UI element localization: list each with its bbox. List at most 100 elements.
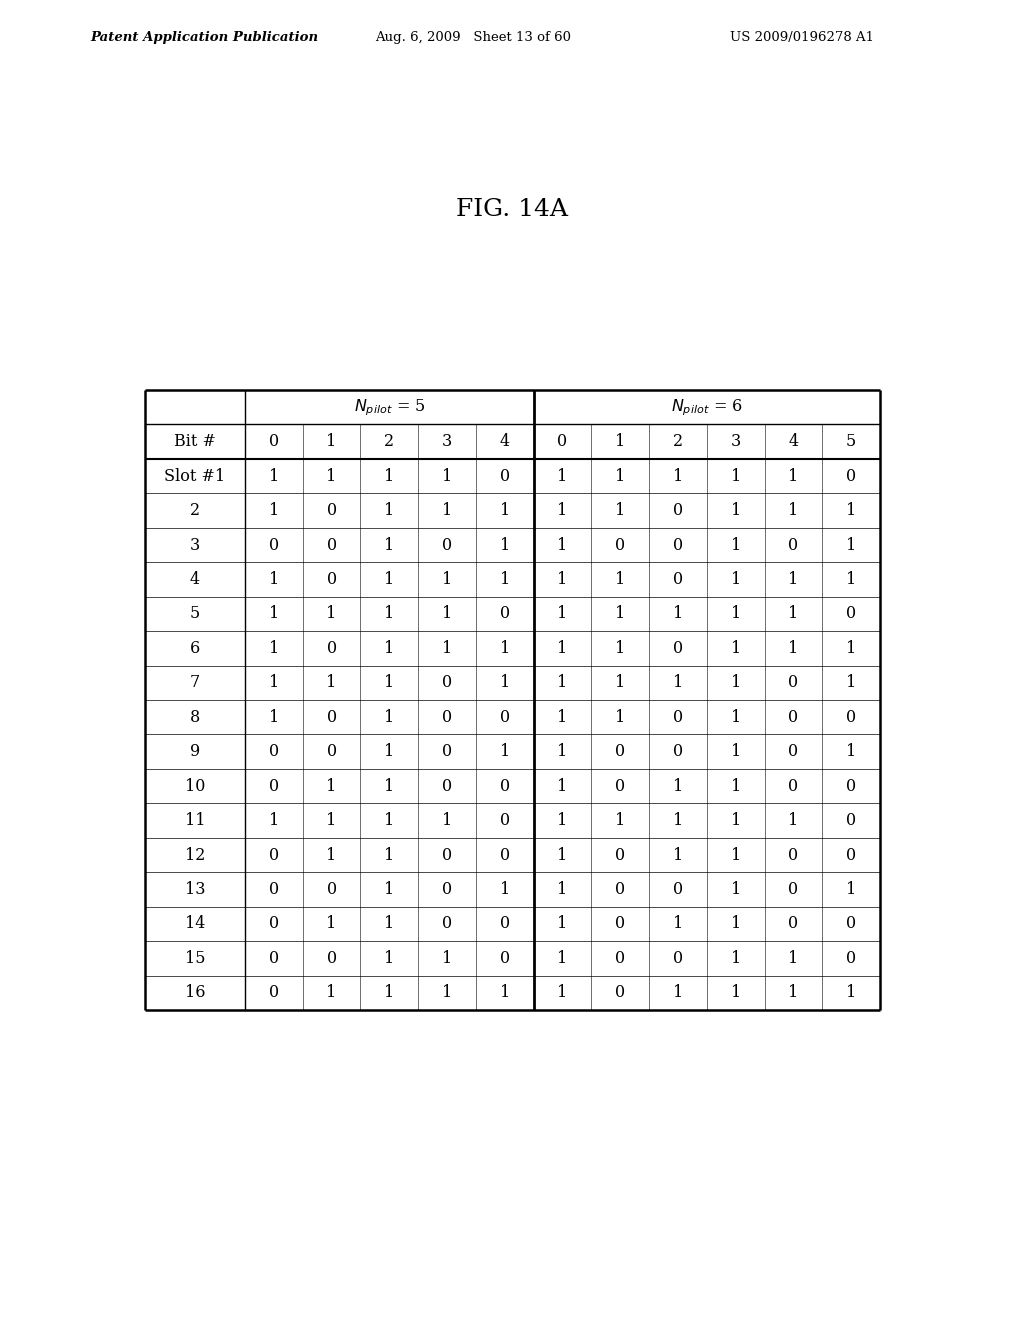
Text: 0: 0 <box>500 950 510 966</box>
Text: 13: 13 <box>184 880 205 898</box>
Text: 0: 0 <box>846 709 856 726</box>
Text: 1: 1 <box>442 985 453 1002</box>
Text: 10: 10 <box>184 777 205 795</box>
Text: 1: 1 <box>557 467 567 484</box>
Text: 1: 1 <box>327 777 337 795</box>
Text: 1: 1 <box>846 536 856 553</box>
Text: 0: 0 <box>673 572 683 587</box>
Text: 16: 16 <box>184 985 205 1002</box>
Text: 1: 1 <box>557 502 567 519</box>
Text: 1: 1 <box>846 572 856 587</box>
Text: 0: 0 <box>788 709 799 726</box>
Text: 1: 1 <box>500 675 510 692</box>
Text: 5: 5 <box>189 606 200 623</box>
Text: 1: 1 <box>327 985 337 1002</box>
Text: 1: 1 <box>327 433 337 450</box>
Text: 1: 1 <box>615 502 626 519</box>
Text: Slot #1: Slot #1 <box>165 467 225 484</box>
Text: 1: 1 <box>730 502 740 519</box>
Text: 1: 1 <box>327 812 337 829</box>
Text: 0: 0 <box>788 777 799 795</box>
Text: 1: 1 <box>557 985 567 1002</box>
Text: 1: 1 <box>268 675 279 692</box>
Text: 1: 1 <box>442 950 453 966</box>
Text: 1: 1 <box>327 467 337 484</box>
Text: 0: 0 <box>846 915 856 932</box>
Text: 1: 1 <box>673 812 683 829</box>
Text: 0: 0 <box>500 467 510 484</box>
Text: 1: 1 <box>615 433 626 450</box>
Text: 1: 1 <box>327 846 337 863</box>
Text: 0: 0 <box>615 743 626 760</box>
Text: 0: 0 <box>269 536 279 553</box>
Text: 0: 0 <box>269 846 279 863</box>
Text: 1: 1 <box>384 743 394 760</box>
Text: 1: 1 <box>730 572 740 587</box>
Text: 1: 1 <box>557 846 567 863</box>
Text: 1: 1 <box>500 536 510 553</box>
Text: 1: 1 <box>500 640 510 657</box>
Text: 1: 1 <box>327 675 337 692</box>
Text: 0: 0 <box>673 950 683 966</box>
Text: 1: 1 <box>557 950 567 966</box>
Text: 1: 1 <box>384 675 394 692</box>
Text: 1: 1 <box>557 536 567 553</box>
Text: Aug. 6, 2009   Sheet 13 of 60: Aug. 6, 2009 Sheet 13 of 60 <box>375 32 571 45</box>
Text: 1: 1 <box>384 950 394 966</box>
Text: 2: 2 <box>384 433 394 450</box>
Text: 1: 1 <box>557 880 567 898</box>
Text: 1: 1 <box>730 640 740 657</box>
Text: 0: 0 <box>846 846 856 863</box>
Text: 3: 3 <box>730 433 740 450</box>
Text: 0: 0 <box>442 743 453 760</box>
Text: 0: 0 <box>615 915 626 932</box>
Text: 1: 1 <box>730 812 740 829</box>
Text: 0: 0 <box>269 777 279 795</box>
Text: 1: 1 <box>730 536 740 553</box>
Text: 1: 1 <box>557 640 567 657</box>
Text: 1: 1 <box>442 502 453 519</box>
Text: 1: 1 <box>730 915 740 932</box>
Text: 0: 0 <box>673 880 683 898</box>
Text: 0: 0 <box>269 433 279 450</box>
Text: 0: 0 <box>327 743 337 760</box>
Text: 0: 0 <box>673 743 683 760</box>
Text: 0: 0 <box>500 606 510 623</box>
Text: 0: 0 <box>615 536 626 553</box>
Text: 1: 1 <box>673 846 683 863</box>
Text: 1: 1 <box>788 640 799 657</box>
Text: 0: 0 <box>327 880 337 898</box>
Text: 1: 1 <box>557 675 567 692</box>
Text: 0: 0 <box>327 502 337 519</box>
Text: 1: 1 <box>673 675 683 692</box>
Text: 1: 1 <box>442 467 453 484</box>
Text: 1: 1 <box>730 606 740 623</box>
Text: 1: 1 <box>730 675 740 692</box>
Text: 1: 1 <box>384 502 394 519</box>
Text: 0: 0 <box>327 536 337 553</box>
Text: 0: 0 <box>846 950 856 966</box>
Text: 0: 0 <box>846 777 856 795</box>
Text: 4: 4 <box>500 433 510 450</box>
Text: 1: 1 <box>500 743 510 760</box>
Text: 12: 12 <box>184 846 205 863</box>
Text: 0: 0 <box>500 812 510 829</box>
Text: 1: 1 <box>846 743 856 760</box>
Text: 1: 1 <box>327 606 337 623</box>
Text: 1: 1 <box>788 502 799 519</box>
Text: 1: 1 <box>788 985 799 1002</box>
Text: 1: 1 <box>673 985 683 1002</box>
Text: 9: 9 <box>189 743 200 760</box>
Text: 1: 1 <box>557 606 567 623</box>
Text: 4: 4 <box>788 433 799 450</box>
Text: 0: 0 <box>269 880 279 898</box>
Text: 0: 0 <box>442 846 453 863</box>
Text: 1: 1 <box>500 572 510 587</box>
Text: 1: 1 <box>384 709 394 726</box>
Text: 0: 0 <box>615 985 626 1002</box>
Text: 0: 0 <box>500 846 510 863</box>
Text: 1: 1 <box>442 812 453 829</box>
Text: 1: 1 <box>730 709 740 726</box>
Text: 1: 1 <box>557 709 567 726</box>
Text: 0: 0 <box>442 915 453 932</box>
